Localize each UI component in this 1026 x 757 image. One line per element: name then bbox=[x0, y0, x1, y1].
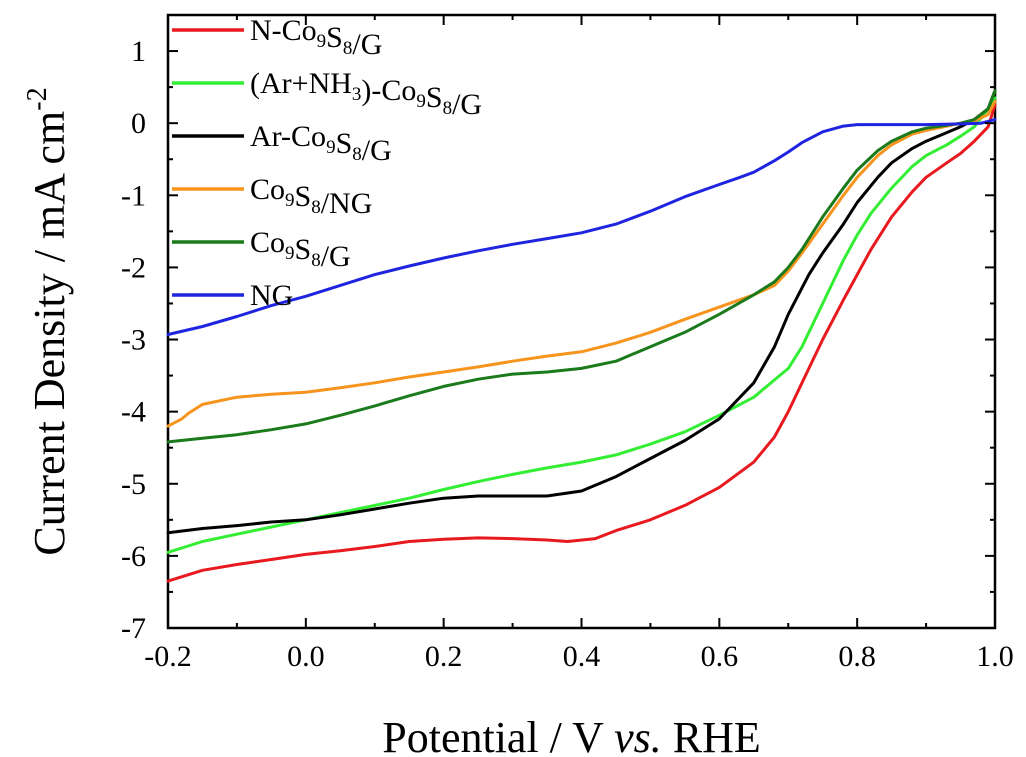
tick-layer bbox=[167, 15, 996, 629]
legend: N-Co9S8/G (Ar+NH3)-Co9S8/GAr-Co9S8/G Co9S8… bbox=[172, 14, 482, 312]
y-tick-label: -7 bbox=[121, 612, 146, 645]
x-tick-label: 0.0 bbox=[287, 640, 325, 673]
series-line-1 bbox=[166, 103, 997, 583]
legend-item: NG bbox=[172, 279, 293, 312]
legend-item: (Ar+NH3)-Co9S8/G bbox=[172, 67, 482, 121]
y-tick-label: 0 bbox=[131, 107, 146, 140]
series-line-2 bbox=[166, 96, 997, 554]
series-line-3 bbox=[166, 89, 997, 535]
series-layer bbox=[166, 89, 997, 583]
y-axis-title-main: Current Density / mA cm bbox=[25, 111, 74, 556]
legend-label: Co9S8/G bbox=[250, 226, 351, 273]
plot-frame bbox=[166, 13, 997, 630]
x-tick-label: 0.6 bbox=[701, 640, 739, 673]
y-axis-title-superscript: -2 bbox=[22, 87, 53, 110]
series-line-6 bbox=[166, 118, 997, 336]
series-line-4 bbox=[166, 100, 997, 428]
y-tick-label: -1 bbox=[121, 179, 146, 212]
legend-label: Ar-Co9S8/G bbox=[250, 120, 392, 167]
y-tick-label: -3 bbox=[121, 324, 146, 357]
x-tick-label: 0.8 bbox=[838, 640, 876, 673]
y-tick-labels: -7 -6 -5 -4 -3 -2 -1 0 1 bbox=[121, 35, 146, 645]
x-axis-title-main: Potential / V bbox=[382, 713, 614, 757]
x-tick-label: 1.0 bbox=[976, 640, 1014, 673]
legend-label: NG bbox=[250, 279, 293, 312]
y-tick-label: 1 bbox=[131, 35, 146, 68]
y-tick-label: -6 bbox=[121, 540, 146, 573]
x-tick-labels: -0.2 0.0 0.2 0.4 0.6 0.8 1.0 bbox=[144, 640, 1014, 673]
x-axis-title-italic: vs. bbox=[614, 713, 662, 757]
series-line-5 bbox=[166, 89, 997, 444]
legend-label: N-Co9S8/G bbox=[250, 14, 382, 61]
x-tick-label: -0.2 bbox=[144, 640, 192, 673]
legend-item: N-Co9S8/G bbox=[172, 14, 382, 61]
x-axis-title-tail: RHE bbox=[662, 713, 761, 757]
legend-item: Co9S8/NG bbox=[172, 173, 372, 220]
legend-label: (Ar+NH3)-Co9S8/G bbox=[250, 67, 482, 121]
legend-item: Ar-Co9S8/G bbox=[172, 120, 392, 167]
x-tick-label: 0.4 bbox=[563, 640, 601, 673]
legend-label: Co9S8/NG bbox=[250, 173, 372, 220]
legend-item: Co9S8/G bbox=[172, 226, 351, 273]
y-axis-title: Current Density / mA cm-2 bbox=[22, 87, 74, 555]
y-tick-label: -5 bbox=[121, 468, 146, 501]
x-tick-label: 0.2 bbox=[425, 640, 463, 673]
y-tick-label: -4 bbox=[121, 396, 146, 429]
y-tick-label: -2 bbox=[121, 251, 146, 284]
x-axis-title: Potential / V vs. RHE bbox=[382, 713, 761, 757]
